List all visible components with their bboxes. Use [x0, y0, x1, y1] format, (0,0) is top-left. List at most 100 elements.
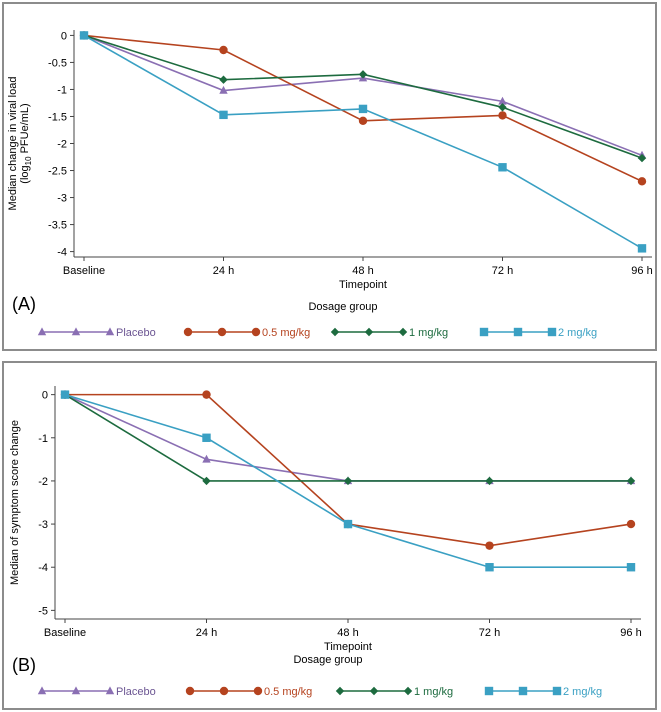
legend-marker-0-5-mg-kg: [217, 327, 227, 337]
y-tick-label: -1: [38, 433, 48, 445]
legend-marker-1-mg-kg: [403, 686, 413, 696]
data-point-0-5-mg-kg: [202, 390, 211, 399]
x-tick-label: 24 h: [213, 265, 234, 277]
data-point-1-mg-kg: [358, 70, 368, 79]
legend-marker-placebo: [105, 327, 115, 336]
legend-label-1-mg-kg: 1 mg/kg: [414, 686, 453, 698]
x-tick-label: Baseline: [44, 627, 86, 639]
legend-marker-0-5-mg-kg: [251, 327, 261, 337]
panel-a: 0 -0.5 -1 -1.5 -2 -2.5 -3 -3.5 -4 Baseline 24 h 48 …: [2, 2, 657, 351]
y-tick-label: -3.5: [48, 220, 67, 232]
x-tick-label: Baseline: [63, 265, 105, 277]
legend-marker-placebo: [71, 327, 81, 336]
data-point-0-5-mg-kg: [626, 519, 636, 529]
x-tick-label: 24 h: [196, 627, 217, 639]
legend-title: Dosage group: [308, 301, 377, 313]
legend-title: Dosage group: [293, 654, 362, 666]
legend-label-1-mg-kg: 1 mg/kg: [409, 327, 448, 339]
legend-marker-2-mg-kg: [547, 327, 557, 337]
data-point-2-mg-kg: [343, 519, 353, 529]
legend-marker-0-5-mg-kg: [219, 686, 229, 696]
legend-label-0-5-mg-kg: 0.5 mg/kg: [264, 686, 312, 698]
legend-label-2-mg-kg: 2 mg/kg: [563, 686, 602, 698]
legend-marker-1-mg-kg: [369, 686, 379, 696]
data-point-2-mg-kg: [60, 390, 70, 399]
series-line-1-mg-kg: [83, 34, 643, 159]
data-point-2-mg-kg: [358, 104, 368, 114]
data-point-1-mg-kg: [343, 476, 353, 486]
series-line-placebo: [83, 34, 643, 157]
legend-label-placebo: Placebo: [116, 327, 156, 339]
legend-marker-0-5-mg-kg: [253, 686, 263, 696]
data-point-placebo: [202, 454, 211, 463]
y-axis-label-line1: Median change in viral load: [7, 77, 19, 211]
y-tick-label: -1.5: [48, 111, 67, 123]
x-axis-label: Timepoint: [324, 641, 372, 653]
legend-label-2-mg-kg: 2 mg/kg: [558, 327, 597, 339]
x-tick-label: 48 h: [337, 627, 358, 639]
data-point-1-mg-kg: [637, 153, 647, 163]
y-tick-label: -2: [38, 476, 48, 488]
y-tick-label: -1: [57, 84, 67, 96]
data-point-0-5-mg-kg: [637, 177, 647, 186]
y-axis-label-line2: (log10 PFUe/mL): [19, 103, 33, 183]
y-tick-label: -2: [57, 139, 67, 151]
legend-marker-0-5-mg-kg: [183, 327, 193, 337]
y-axis-label-subscript: 10: [24, 156, 33, 165]
legend-marker-2-mg-kg: [484, 686, 494, 696]
series-line-placebo: [64, 393, 631, 482]
series-line-1-mg-kg: [64, 393, 631, 482]
x-tick-label: 96 h: [631, 265, 652, 277]
data-point-0-5-mg-kg: [358, 116, 368, 126]
legend-marker-1-mg-kg: [398, 327, 408, 337]
x-tick-label: 72 h: [479, 627, 500, 639]
data-point-0-5-mg-kg: [498, 111, 507, 120]
legend-marker-2-mg-kg: [479, 327, 489, 337]
data-point-0-5-mg-kg: [219, 45, 228, 55]
data-point-0-5-mg-kg: [485, 541, 494, 550]
symptom-score-chart: 0 -1 -2 -3 -4 -5 Baseline 24 h 48 h 72 h 96 h Timep…: [9, 386, 642, 698]
legend-marker-2-mg-kg: [518, 686, 528, 696]
viral-load-chart: 0 -0.5 -1 -1.5 -2 -2.5 -3 -3.5 -4 Baseline 24 h 48 …: [7, 30, 653, 339]
y-tick-label: 0: [61, 30, 67, 42]
y-tick-label: -2.5: [48, 166, 67, 178]
legend-label-0-5-mg-kg: 0.5 mg/kg: [262, 327, 310, 339]
panel-label: (B): [12, 655, 36, 675]
x-axis-label: Timepoint: [339, 279, 387, 291]
y-tick-label: -4: [57, 247, 67, 259]
legend-marker-2-mg-kg: [513, 327, 523, 337]
x-tick-label: 48 h: [352, 265, 373, 277]
y-tick-label: -5: [38, 605, 48, 617]
legend-marker-placebo: [71, 686, 81, 695]
data-point-2-mg-kg: [202, 433, 211, 442]
legend-marker-placebo: [37, 327, 47, 336]
data-point-1-mg-kg: [202, 476, 211, 486]
data-point-placebo: [219, 85, 228, 94]
legend-marker-2-mg-kg: [552, 686, 562, 696]
data-point-1-mg-kg: [219, 75, 228, 84]
data-point-1-mg-kg: [485, 476, 494, 486]
data-point-1-mg-kg: [626, 476, 636, 486]
legend-marker-1-mg-kg: [330, 327, 340, 337]
data-point-2-mg-kg: [485, 563, 494, 572]
panel-b: 0 -1 -2 -3 -4 -5 Baseline 24 h 48 h 72 h 96 h Timep…: [2, 361, 657, 710]
data-point-2-mg-kg: [79, 31, 89, 40]
legend-marker-1-mg-kg: [335, 686, 345, 696]
legend-marker-placebo: [37, 686, 47, 695]
legend-marker-0-5-mg-kg: [185, 686, 195, 696]
y-tick-label: 0: [42, 390, 48, 402]
x-tick-label: 72 h: [492, 265, 513, 277]
panel-label: (A): [12, 294, 36, 314]
legend-label-placebo: Placebo: [116, 686, 156, 698]
y-axis-label: Median of symptom score change: [9, 420, 21, 585]
data-point-2-mg-kg: [498, 163, 507, 172]
y-axis-label-tail: PFUe/mL): [19, 103, 31, 156]
data-point-1-mg-kg: [498, 103, 507, 112]
y-tick-label: -0.5: [48, 57, 67, 69]
legend-marker-1-mg-kg: [364, 327, 374, 337]
data-point-2-mg-kg: [637, 244, 647, 253]
y-tick-label: -3: [57, 193, 67, 205]
y-axis-label-base: (log: [19, 165, 31, 183]
data-point-2-mg-kg: [219, 110, 228, 120]
y-tick-label: -3: [38, 519, 48, 531]
